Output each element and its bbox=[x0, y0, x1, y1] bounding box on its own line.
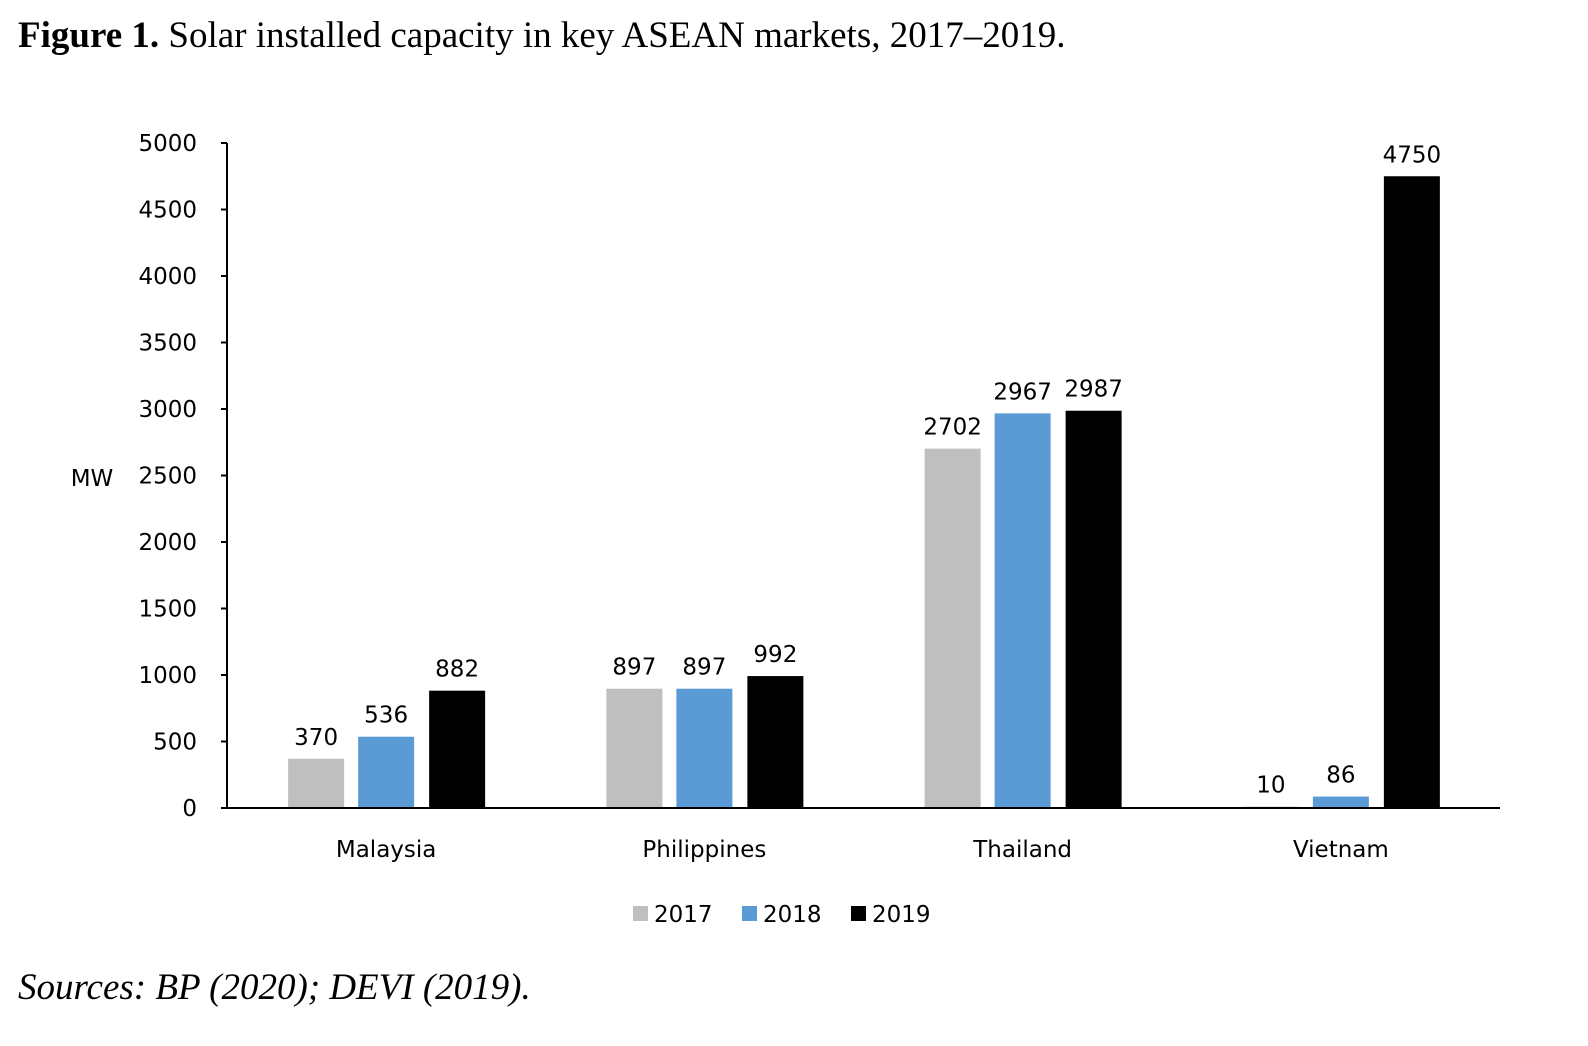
bar-2019 bbox=[747, 676, 804, 808]
y-tick-label: 3000 bbox=[138, 397, 197, 423]
x-tick-label: Philippines bbox=[642, 837, 766, 863]
bar-2017 bbox=[924, 448, 981, 808]
data-label: 2702 bbox=[923, 415, 982, 441]
bar-2018 bbox=[676, 688, 733, 808]
legend-label: 2019 bbox=[872, 902, 931, 928]
y-tick-label: 1000 bbox=[138, 663, 197, 689]
bar-2019 bbox=[1065, 410, 1122, 808]
data-label: 897 bbox=[612, 655, 656, 681]
bar-2018 bbox=[358, 736, 415, 808]
y-tick-label: 3500 bbox=[138, 331, 197, 357]
y-tick-label: 2500 bbox=[138, 464, 197, 490]
figure-caption: Solar installed capacity in key ASEAN ma… bbox=[168, 15, 1066, 56]
bar-2019 bbox=[429, 690, 486, 808]
x-tick-label: Vietnam bbox=[1293, 837, 1389, 863]
bar-2018 bbox=[1312, 796, 1369, 808]
y-tick-label: 1500 bbox=[138, 597, 197, 623]
y-tick-label: 4500 bbox=[138, 198, 197, 224]
figure-title: Figure 1. Solar installed capacity in ke… bbox=[18, 14, 1065, 57]
legend-swatch-2017 bbox=[633, 906, 648, 921]
data-label: 86 bbox=[1326, 763, 1355, 789]
data-label: 897 bbox=[682, 655, 726, 681]
bar-2017 bbox=[606, 688, 663, 808]
legend-label: 2017 bbox=[654, 902, 713, 928]
legend-swatch-2019 bbox=[851, 906, 866, 921]
bar-2018 bbox=[994, 413, 1051, 808]
y-tick-label: 500 bbox=[153, 730, 197, 756]
legend-swatch-2018 bbox=[742, 906, 757, 921]
data-label: 536 bbox=[364, 703, 408, 729]
figure-sources: Sources: BP (2020); DEVI (2019). bbox=[18, 967, 531, 1008]
y-tick-label: 4000 bbox=[138, 264, 197, 290]
data-label: 370 bbox=[294, 725, 338, 751]
data-label: 10 bbox=[1256, 773, 1285, 799]
x-tick-label: Thailand bbox=[972, 837, 1072, 863]
data-label: 882 bbox=[435, 657, 479, 683]
figure-label: Figure 1. bbox=[18, 15, 160, 56]
data-label: 2967 bbox=[993, 379, 1052, 405]
data-label: 4750 bbox=[1383, 142, 1442, 168]
x-tick-label: Malaysia bbox=[336, 837, 437, 863]
y-axis-label: MW bbox=[71, 466, 114, 492]
data-label: 2987 bbox=[1064, 377, 1123, 403]
y-tick-label: 2000 bbox=[138, 530, 197, 556]
bar-2019 bbox=[1383, 176, 1440, 808]
y-tick-label: 0 bbox=[182, 796, 197, 822]
data-label: 992 bbox=[753, 642, 797, 668]
bar-2017 bbox=[288, 758, 345, 808]
legend-label: 2018 bbox=[763, 902, 822, 928]
y-tick-label: 5000 bbox=[138, 131, 197, 157]
